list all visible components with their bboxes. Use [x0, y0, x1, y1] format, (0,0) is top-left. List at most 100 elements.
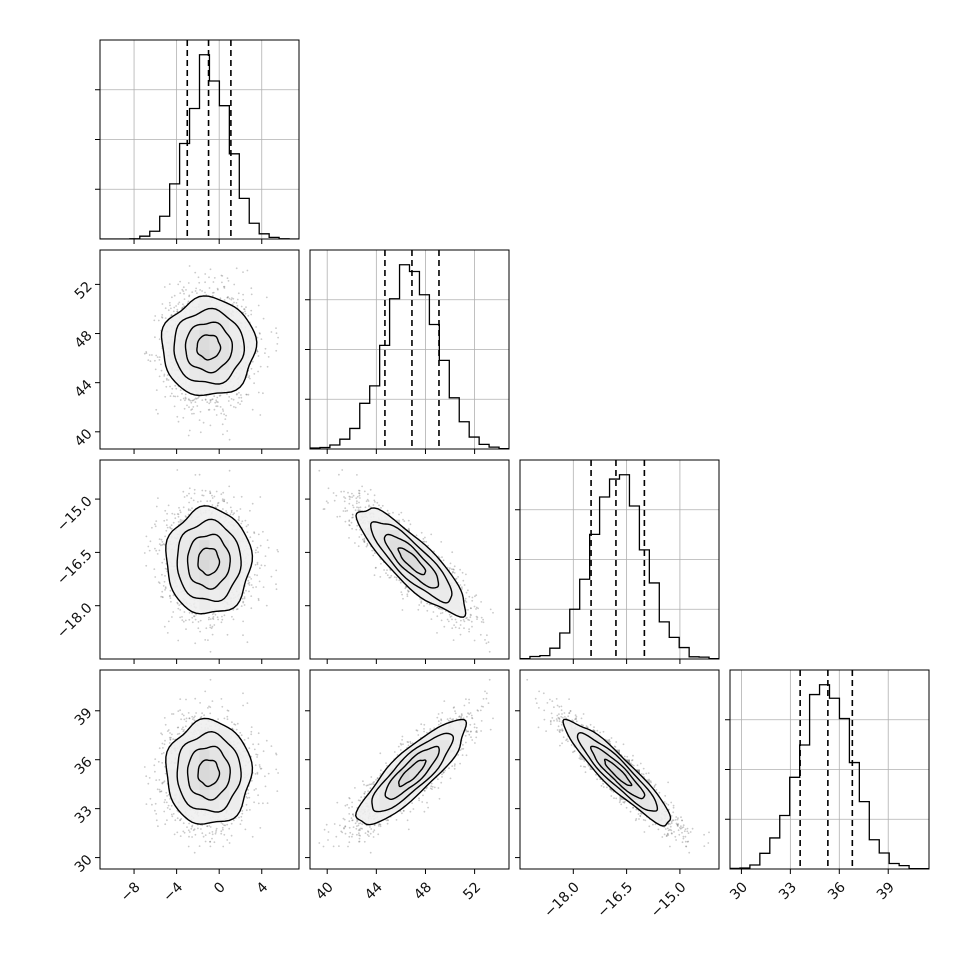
sample-point [401, 593, 403, 596]
sample-point [243, 604, 246, 606]
sample-point [264, 555, 267, 557]
sample-point [469, 613, 472, 616]
sample-point [255, 549, 257, 551]
sample-point [219, 406, 222, 408]
sample-point [406, 593, 409, 596]
sample-point [390, 574, 393, 577]
panel-1-1 [305, 249, 510, 454]
sample-point [352, 506, 355, 509]
sample-point [244, 312, 247, 315]
sample-point [186, 494, 188, 497]
sample-point [233, 283, 236, 286]
sample-point [363, 537, 366, 540]
sample-point [191, 507, 193, 510]
sample-point [221, 275, 224, 277]
sample-point [209, 268, 212, 271]
sample-point [222, 508, 224, 510]
sample-point [248, 576, 251, 578]
sample-point [220, 412, 223, 415]
sample-point [154, 523, 156, 526]
sample-point [233, 301, 235, 304]
sample-point [176, 469, 179, 471]
panel-2-0: −18.0−16.5−15.0 [54, 459, 300, 664]
sample-point [228, 469, 231, 472]
sample-point [215, 414, 218, 416]
sample-point [213, 277, 216, 279]
sample-point [259, 332, 261, 335]
sample-point [177, 283, 180, 286]
sample-point [168, 595, 171, 598]
sample-point [169, 395, 172, 397]
sample-point [199, 630, 202, 633]
sample-point [361, 485, 363, 488]
sample-point [164, 317, 167, 319]
sample-point [221, 615, 223, 618]
sample-point [250, 607, 253, 610]
sample-point [277, 336, 279, 339]
sample-point [163, 373, 166, 376]
sample-point [199, 410, 202, 413]
sample-point [208, 616, 210, 619]
sample-point [383, 569, 385, 571]
sample-point [351, 504, 354, 507]
sample-point [251, 502, 254, 505]
sample-point [211, 613, 214, 616]
sample-point [164, 589, 166, 591]
contour-3 [197, 547, 221, 576]
sample-point [202, 421, 205, 424]
sample-point [176, 602, 179, 605]
sample-point [226, 502, 229, 504]
sample-point [154, 315, 157, 317]
sample-point [236, 304, 239, 307]
sample-point [266, 365, 269, 368]
sample-point [258, 332, 261, 334]
panel-frame [99, 459, 300, 660]
sample-point [155, 408, 158, 411]
sample-point [229, 513, 232, 516]
sample-point [212, 618, 215, 620]
sample-point [265, 604, 268, 607]
sample-point [246, 269, 249, 272]
sample-point [335, 494, 338, 497]
sample-point [423, 605, 425, 607]
sample-point [161, 314, 164, 316]
sample-point [170, 600, 172, 603]
sample-point [154, 576, 157, 578]
sample-point [210, 627, 213, 630]
sample-point [250, 584, 253, 586]
sample-point [256, 350, 259, 353]
sample-point [467, 589, 469, 592]
sample-point [145, 351, 148, 353]
sample-point [222, 410, 225, 412]
sample-point [182, 490, 185, 493]
sample-point [229, 506, 232, 509]
sample-point [167, 379, 170, 381]
sample-point [163, 519, 166, 522]
sample-point [193, 492, 196, 495]
sample-point [161, 596, 164, 598]
panel-2-1 [305, 459, 510, 664]
sample-point [179, 616, 182, 619]
sample-point [250, 309, 253, 312]
sample-point [357, 545, 360, 548]
sample-point [145, 352, 148, 354]
sample-point [251, 360, 254, 363]
sample-point [169, 304, 171, 307]
sample-point [211, 398, 214, 400]
sample-point [348, 498, 351, 500]
sample-point [379, 576, 382, 578]
sample-point [158, 356, 161, 358]
sample-point [160, 538, 163, 541]
sample-point [213, 395, 216, 398]
sample-point [214, 506, 217, 509]
sample-point [402, 518, 404, 521]
panel-0-0 [95, 39, 300, 244]
sample-point [160, 595, 163, 598]
sample-point [181, 616, 183, 618]
y-tick-label: 48 [72, 328, 96, 352]
sample-point [228, 485, 231, 488]
sample-point [157, 497, 159, 499]
sample-point [276, 549, 279, 551]
sample-point [238, 517, 240, 519]
